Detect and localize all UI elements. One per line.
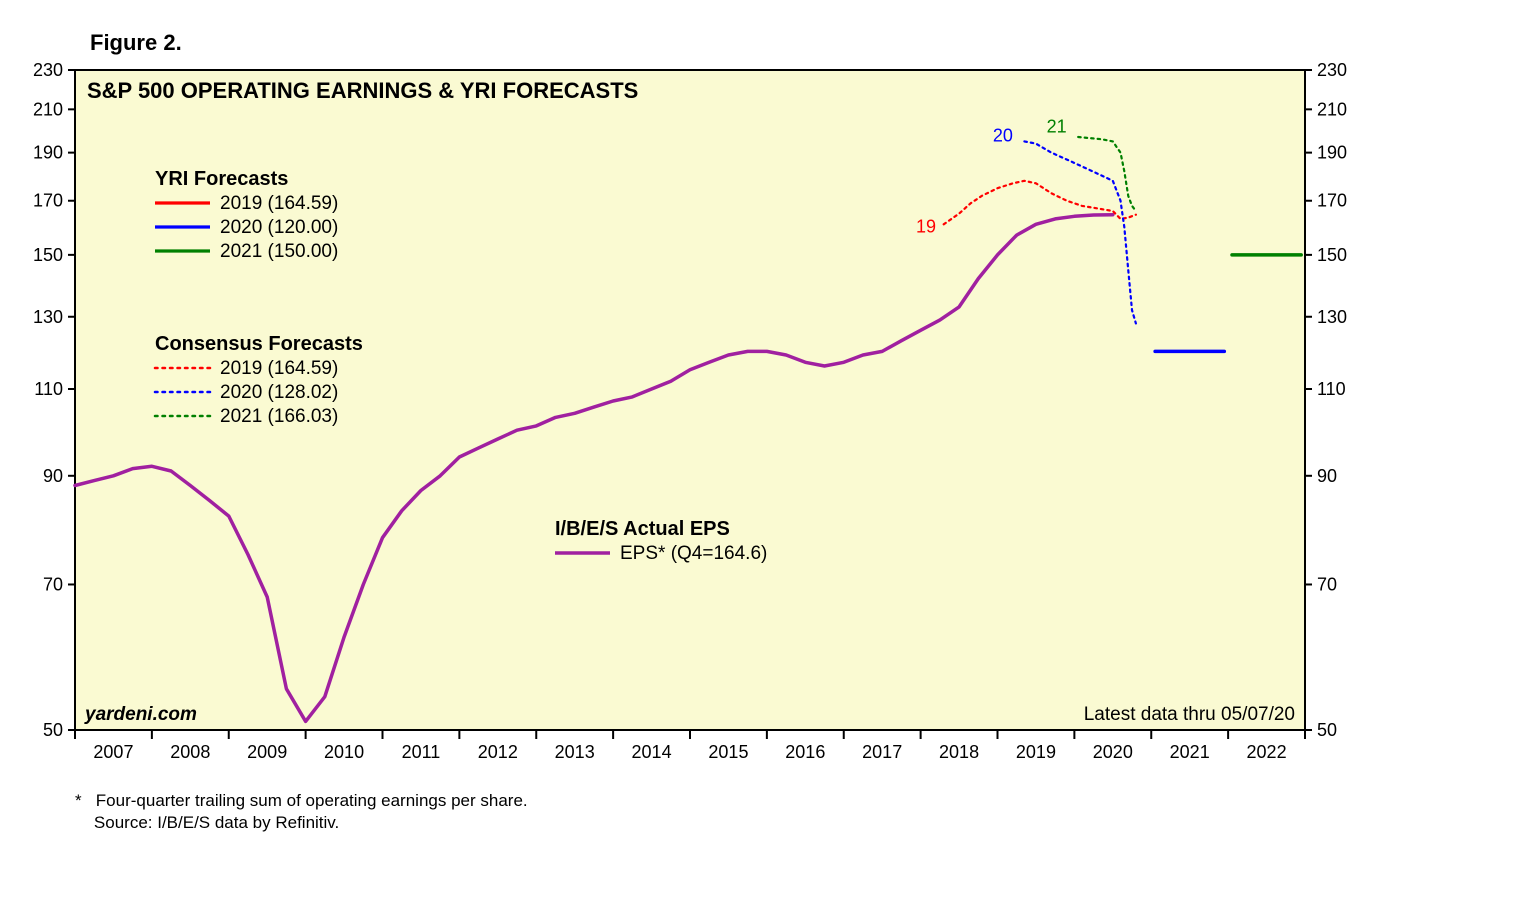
y-tick-label-right: 170 (1317, 191, 1347, 211)
x-tick-label: 2021 (1170, 742, 1210, 762)
series-point-label: 19 (916, 216, 936, 236)
y-tick-label-left: 190 (33, 143, 63, 163)
x-tick-label: 2008 (170, 742, 210, 762)
x-tick-label: 2020 (1093, 742, 1133, 762)
legend-consensus-label: 2021 (166.03) (220, 406, 338, 427)
legend-eps-title: I/B/E/S Actual EPS (555, 518, 730, 540)
x-tick-label: 2015 (708, 742, 748, 762)
y-tick-label-right: 230 (1317, 60, 1347, 80)
footnote-line1: Four-quarter trailing sum of operating e… (96, 791, 528, 810)
y-tick-label-left: 130 (33, 307, 63, 327)
series-point-label: 20 (993, 125, 1013, 145)
x-tick-label: 2014 (632, 742, 672, 762)
y-tick-label-right: 70 (1317, 574, 1337, 594)
legend-yri-label: 2021 (150.00) (220, 241, 338, 262)
x-tick-label: 2010 (324, 742, 364, 762)
x-tick-label: 2022 (1247, 742, 1287, 762)
latest-data-label: Latest data thru 05/07/20 (1084, 704, 1295, 725)
chart-title: S&P 500 OPERATING EARNINGS & YRI FORECAS… (87, 78, 638, 103)
x-tick-label: 2011 (402, 742, 441, 762)
series-point-label: 21 (1047, 117, 1067, 137)
y-tick-label-right: 110 (1317, 379, 1346, 399)
legend-yri-label: 2019 (164.59) (220, 193, 338, 214)
x-tick-label: 2012 (478, 742, 518, 762)
legend-consensus-label: 2020 (128.02) (220, 382, 338, 403)
x-tick-label: 2016 (785, 742, 825, 762)
x-tick-label: 2017 (862, 742, 902, 762)
y-tick-label-right: 210 (1317, 99, 1347, 119)
legend-yri-title: YRI Forecasts (155, 168, 288, 190)
legend-eps-label: EPS* (Q4=164.6) (620, 543, 767, 564)
chart-svg: 50 50 70 70 90 90 110 110 130 130 150 150 170 170 190 1… (0, 0, 1380, 780)
footnote-line2: Source: I/B/E/S data by Refinitiv. (94, 813, 339, 832)
x-tick-label: 2013 (555, 742, 595, 762)
y-tick-label-right: 150 (1317, 245, 1347, 265)
footnote: * Four-quarter trailing sum of operating… (75, 790, 528, 834)
x-tick-label: 2018 (939, 742, 979, 762)
legend-yri-label: 2020 (120.00) (220, 217, 338, 238)
y-tick-label-left: 90 (43, 466, 63, 486)
x-tick-label: 2009 (247, 742, 287, 762)
legend-consensus-title: Consensus Forecasts (155, 333, 363, 355)
y-tick-label-left: 50 (43, 720, 63, 740)
x-tick-label: 2007 (93, 742, 133, 762)
y-tick-label-left: 210 (33, 99, 63, 119)
y-tick-label-right: 90 (1317, 466, 1337, 486)
y-tick-label-right: 50 (1317, 720, 1337, 740)
y-tick-label-left: 70 (43, 574, 63, 594)
y-tick-label-right: 190 (1317, 143, 1347, 163)
page: Figure 2. 505070709090110110130130150150… (0, 0, 1532, 920)
legend-consensus-label: 2019 (164.59) (220, 358, 338, 379)
footnote-star: * (75, 791, 82, 810)
y-tick-label-left: 230 (33, 60, 63, 80)
y-tick-label-left: 150 (33, 245, 63, 265)
y-tick-label-right: 130 (1317, 307, 1347, 327)
y-tick-label-left: 170 (33, 191, 63, 211)
x-tick-label: 2019 (1016, 742, 1056, 762)
y-tick-label-left: 110 (34, 379, 63, 399)
watermark: yardeni.com (84, 704, 197, 725)
